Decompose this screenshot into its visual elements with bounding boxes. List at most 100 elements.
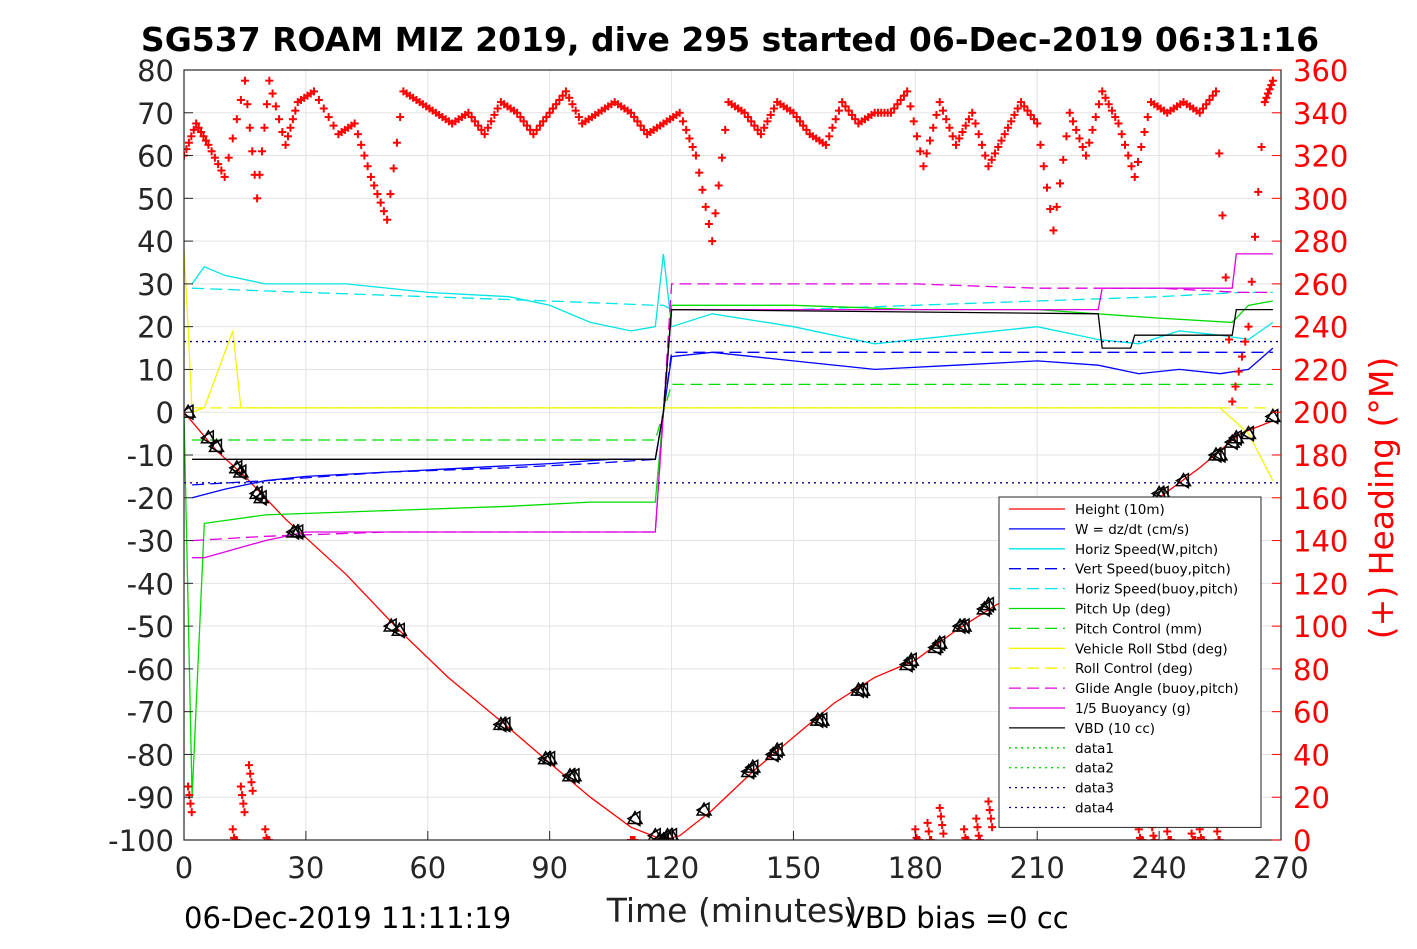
heading-point [981,151,990,160]
heading-point [204,140,213,149]
heading-point [552,100,561,109]
heading-low-point [1198,836,1207,840]
heading-point [701,202,710,211]
heading-point [789,108,798,117]
heading-point [821,140,830,149]
triangle-marker-alt [382,617,397,635]
legend-label: W = dz/dt (cm/s) [1075,522,1189,538]
heading-point [695,168,704,177]
triangle-marker-alt [199,429,215,447]
heading-point [968,108,977,117]
heading-point [792,113,801,122]
x-tick-label: 180 [888,851,943,885]
heading-low-point [630,836,639,840]
heading-point [535,121,544,130]
y-tick-label: -50 [127,610,174,644]
heading-point [766,110,775,119]
heading-low-point [1187,829,1196,838]
heading-point [1250,232,1259,241]
heading-point [685,134,694,143]
heading-low-point [238,791,247,800]
right-y-tick-label: 160 [1293,482,1348,516]
heading-point [1104,100,1113,109]
heading-point [210,153,219,162]
heading-low-point [245,761,254,770]
right-y-tick-label: 280 [1293,225,1348,259]
x-axis-label: Time (minutes) [606,891,858,930]
heading-point [574,113,583,122]
x-tick-label: 150 [766,851,821,885]
heading-point [1049,226,1058,235]
triangle-marker-alt [208,438,223,455]
plot-clipped [184,76,1281,840]
right-y-tick-label: 220 [1293,353,1348,387]
triangle-marker-alt [813,711,828,729]
heading-point [896,95,905,104]
heading-point [1195,108,1204,117]
heading-point [1202,100,1211,109]
triangle-marker-alt [931,634,946,652]
heading-point [704,220,713,228]
y-tick-label: 0 [156,396,174,430]
heading-point [825,132,834,141]
x-tick-label: 30 [287,851,324,885]
heading-point [948,132,957,141]
legend-label: Roll Control (deg) [1075,661,1193,677]
legend-label: Pitch Up (deg) [1075,602,1171,618]
heading-low-point [1199,836,1208,840]
heading-point [964,115,973,124]
heading-point [464,108,473,117]
triangle-marker-alt [1207,446,1222,464]
heading-point [373,190,382,199]
triangle-marker-alt [951,617,966,635]
y-tick-label: -20 [127,482,174,516]
right-y-tick-label: 320 [1293,140,1348,174]
heading-point [922,149,931,158]
heading-point [750,121,759,130]
heading-point [288,115,297,124]
heading-low-point [935,803,944,812]
heading-point [568,100,577,109]
heading-point [639,125,648,134]
legend-label: Horiz Speed(W,pitch) [1075,542,1218,558]
y-tick-label: 40 [137,225,174,259]
triangle-marker-alt [541,750,556,768]
heading-point [1268,76,1277,85]
legend-label: Pitch Control (mm) [1075,621,1202,637]
heading-low-point [1164,836,1173,840]
heading-point [1263,89,1272,98]
heading-point [240,76,249,85]
right-y-tick-label: 180 [1293,439,1348,473]
heading-point [284,132,293,141]
triangle-marker-alt [1211,446,1226,464]
heading-point [396,113,405,122]
heading-low-point [1188,836,1197,840]
heading-point [675,108,684,117]
heading-point [353,130,362,139]
heading-point [909,117,918,126]
right-y-axis-label: (+) Heading (°M) [1362,357,1401,639]
heading-point [708,237,717,246]
heading-point [1241,337,1250,346]
heading-point [545,108,554,117]
heading-point [1033,119,1042,128]
heading-point [571,106,580,115]
heading-point [1234,367,1243,376]
y-tick-label: -40 [127,567,174,601]
y-tick-label: 60 [137,140,174,174]
triangle-marker-alt [663,827,678,840]
heading-low-point [1191,836,1200,840]
heading-point [245,123,254,132]
heading-low-point [1138,836,1147,840]
heading-point [350,119,359,128]
heading-low-point [924,827,933,836]
heading-point [1221,273,1230,282]
heading-point [753,125,762,134]
heading-point [691,151,700,160]
right-y-tick-label: 0 [1293,824,1311,858]
heading-point [542,113,551,122]
triangle-marker [659,827,675,840]
heading-point [1072,125,1081,134]
heading-point [1224,335,1233,344]
